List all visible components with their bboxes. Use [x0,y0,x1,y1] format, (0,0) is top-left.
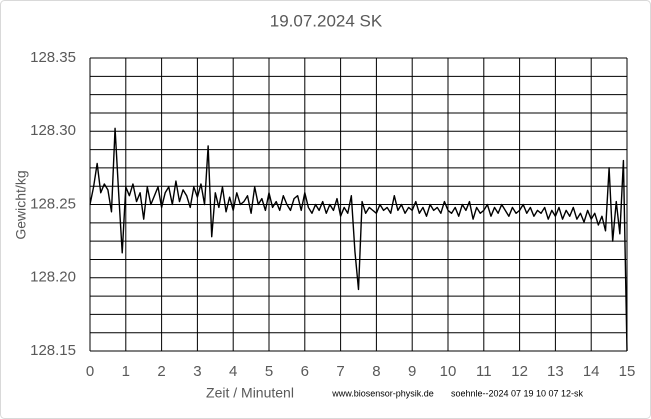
data-line [89,127,628,352]
x-tick-label: 15 [619,363,636,380]
x-tick-label: 0 [86,363,94,380]
y-tick-label: 128.35 [30,49,76,66]
chart-title: 19.07.2024 SK [270,11,383,30]
y-tick-label: 128.30 [30,122,76,139]
y-tick-label: 128.25 [30,195,76,212]
y-axis-label: Gewicht/kg [13,170,29,239]
x-tick-label: 13 [547,363,564,380]
x-tick-label: 7 [336,363,344,380]
x-tick-label: 9 [408,363,416,380]
file-note: soehnle--2024 07 19 10 07 12-sk [451,388,584,398]
x-tick-label: 5 [265,363,273,380]
x-tick-label: 4 [229,363,237,380]
x-axis-label: Zeit / Minutenl [206,385,294,401]
x-tick-label: 11 [476,363,492,380]
x-tick-label: 12 [511,363,528,380]
x-tick-label: 8 [372,363,380,380]
x-tick-label: 1 [122,363,130,380]
x-tick-label: 3 [193,363,201,380]
x-tick-label: 10 [440,363,457,380]
website-note: www.biosensor-physik.de [331,388,434,398]
x-tick-label: 6 [301,363,309,380]
x-tick-label: 14 [583,363,600,380]
y-tick-label: 128.20 [30,269,76,286]
y-tick-label: 128.15 [30,342,76,359]
x-tick-label: 2 [157,363,165,380]
